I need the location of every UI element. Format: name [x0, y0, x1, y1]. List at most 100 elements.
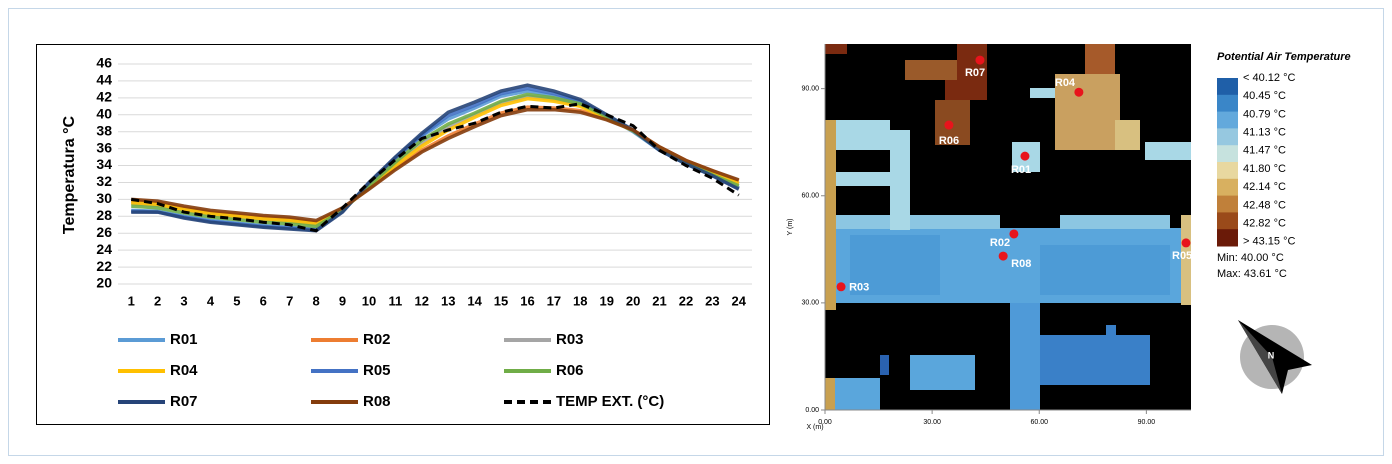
point-label: R04 [1055, 77, 1076, 89]
colorbar-band [1217, 111, 1238, 129]
x-tick-label: 0.00 [818, 419, 832, 426]
point-label: R06 [939, 135, 959, 147]
y-tick-label: 0.00 [805, 407, 819, 414]
x-tick-label: 13 [441, 293, 455, 308]
x-tick-label: 30.00 [923, 419, 941, 426]
colorbar-band [1217, 128, 1238, 146]
legend-label: R06 [556, 362, 584, 379]
colorbar-band [1217, 162, 1238, 180]
point-label: R07 [965, 67, 985, 79]
x-tick-label: 9 [339, 293, 346, 308]
colorbar-label: 41.47 °C [1243, 145, 1286, 157]
x-tick-label: 4 [207, 293, 215, 308]
y-tick-label: 32 [96, 173, 112, 189]
point [975, 55, 985, 65]
colorbar-band [1217, 195, 1238, 213]
legend-label: R05 [363, 362, 391, 379]
x-tick-label: 22 [679, 293, 693, 308]
x-tick-label: 20 [626, 293, 640, 308]
y-tick-label: 34 [96, 156, 112, 172]
compass: N [1238, 320, 1312, 394]
legend-label: R01 [170, 331, 198, 348]
x-tick-label: 15 [494, 293, 508, 308]
x-tick-label: 23 [705, 293, 719, 308]
colorbar-label: 41.13 °C [1243, 127, 1286, 139]
chart-box [36, 44, 770, 425]
x-tick-label: 8 [313, 293, 320, 308]
heatmap [825, 44, 1191, 410]
point-label: R02 [990, 237, 1010, 249]
annotation: Max: 43.61 °C [1217, 268, 1287, 280]
point [1020, 151, 1030, 161]
y-tick-label: 36 [96, 139, 112, 155]
colorbar-label: > 43.15 °C [1243, 236, 1295, 248]
y-tick-label: 28 [96, 207, 112, 223]
point [944, 120, 954, 130]
x-tick-label: 5 [233, 293, 240, 308]
x-tick-label: 14 [467, 293, 482, 308]
x-tick-label: 24 [732, 293, 747, 308]
y-tick-label: 44 [96, 72, 112, 88]
x-tick-label: 11 [389, 293, 403, 308]
compass-label: N [1268, 350, 1275, 360]
y-tick-label: 26 [96, 224, 112, 240]
colorbar-label: 40.79 °C [1243, 108, 1286, 120]
x-tick-label: 12 [415, 293, 429, 308]
colorbar-band [1217, 94, 1238, 113]
point-label: R05 [1172, 250, 1192, 262]
y-tick-label: 60.00 [801, 193, 819, 200]
point-label: R08 [1011, 258, 1031, 270]
colorbar-label: 40.45 °C [1243, 90, 1286, 102]
y-tick-label: 24 [96, 241, 112, 257]
y-tick-label: 90.00 [801, 85, 819, 92]
x-tick-label: 16 [520, 293, 534, 308]
colorbar-band [1217, 212, 1238, 230]
colorbar-band [1217, 178, 1238, 197]
annotation: Min: 40.00 °C [1217, 252, 1284, 264]
y-tick-label: 46 [96, 55, 112, 71]
legend-label: TEMP EXT. (°C) [556, 393, 664, 410]
point [1074, 87, 1084, 97]
legend-label: R08 [363, 393, 391, 410]
point [998, 251, 1008, 261]
y-tick-label: 30 [96, 190, 112, 206]
x-tick-label: 18 [573, 293, 587, 308]
y-tick-label: 22 [96, 258, 112, 274]
legend-label: R03 [556, 331, 584, 348]
series-line [131, 107, 740, 223]
legend-label: R04 [170, 362, 198, 379]
colorbar-title: Potential Air Temperature [1217, 51, 1351, 63]
point-label: R01 [1011, 164, 1031, 176]
y-tick-label: 38 [96, 122, 112, 138]
y-axis-label: Temperatura °C [61, 115, 78, 234]
x-tick-label: 3 [180, 293, 187, 308]
colorbar-label: 41.80 °C [1243, 163, 1286, 175]
legend-label: R07 [170, 393, 198, 410]
colorbar-label: < 40.12 °C [1243, 72, 1295, 84]
legend-label: R02 [363, 331, 391, 348]
x-tick-label: 10 [362, 293, 376, 308]
y-tick-label: 42 [96, 89, 112, 105]
x-tick-label: 17 [547, 293, 561, 308]
colorbar-label: 42.14 °C [1243, 181, 1286, 193]
colorbar-band [1217, 78, 1238, 96]
y-tick-label: 30.00 [801, 300, 819, 307]
x-tick-label: 90.00 [1138, 419, 1156, 426]
point [1181, 238, 1191, 248]
y-tick-label: 20 [96, 275, 112, 291]
x-tick-label: 6 [260, 293, 267, 308]
colorbar-band [1217, 229, 1238, 247]
x-tick-label: 7 [286, 293, 293, 308]
x-axis-label: X (m) [806, 424, 823, 431]
x-tick-label: 19 [599, 293, 613, 308]
x-tick-label: 21 [652, 293, 666, 308]
series-line [130, 102, 740, 233]
point [836, 282, 846, 292]
x-tick-label: 60.00 [1030, 419, 1048, 426]
point-label: R03 [849, 282, 869, 294]
y-axis-label: Y (m) [787, 219, 794, 236]
x-tick-label: 1 [128, 293, 135, 308]
colorbar-band [1217, 145, 1238, 163]
